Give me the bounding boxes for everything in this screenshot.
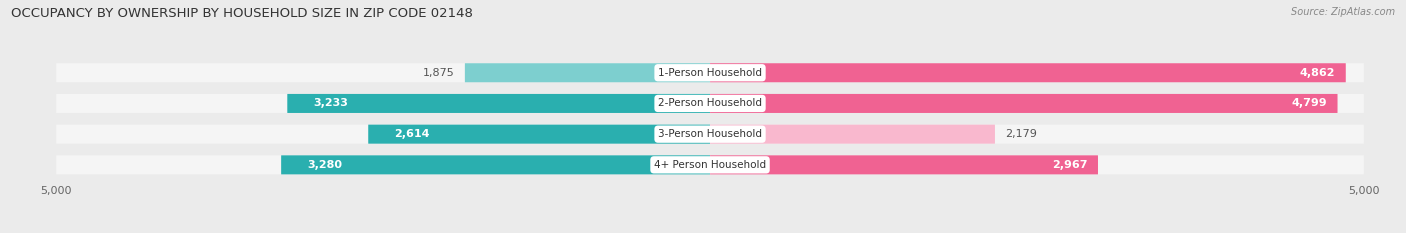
FancyBboxPatch shape [56, 125, 1364, 144]
FancyBboxPatch shape [465, 63, 710, 82]
Text: 3,280: 3,280 [308, 160, 342, 170]
Text: OCCUPANCY BY OWNERSHIP BY HOUSEHOLD SIZE IN ZIP CODE 02148: OCCUPANCY BY OWNERSHIP BY HOUSEHOLD SIZE… [11, 7, 474, 20]
Text: Source: ZipAtlas.com: Source: ZipAtlas.com [1291, 7, 1395, 17]
Text: 1,875: 1,875 [423, 68, 454, 78]
FancyBboxPatch shape [710, 155, 1098, 174]
Text: 2,967: 2,967 [1052, 160, 1087, 170]
FancyBboxPatch shape [281, 155, 710, 174]
Text: 4,862: 4,862 [1299, 68, 1336, 78]
FancyBboxPatch shape [56, 155, 1364, 174]
Text: 2-Person Household: 2-Person Household [658, 99, 762, 108]
FancyBboxPatch shape [710, 63, 1346, 82]
Text: 2,614: 2,614 [394, 129, 430, 139]
Text: 3,233: 3,233 [314, 99, 349, 108]
FancyBboxPatch shape [710, 125, 995, 144]
FancyBboxPatch shape [56, 63, 1364, 82]
Text: 3-Person Household: 3-Person Household [658, 129, 762, 139]
Text: 1-Person Household: 1-Person Household [658, 68, 762, 78]
FancyBboxPatch shape [368, 125, 710, 144]
FancyBboxPatch shape [56, 94, 1364, 113]
Text: 4+ Person Household: 4+ Person Household [654, 160, 766, 170]
FancyBboxPatch shape [710, 94, 1337, 113]
Text: 4,799: 4,799 [1292, 99, 1327, 108]
FancyBboxPatch shape [287, 94, 710, 113]
Text: 2,179: 2,179 [1005, 129, 1038, 139]
